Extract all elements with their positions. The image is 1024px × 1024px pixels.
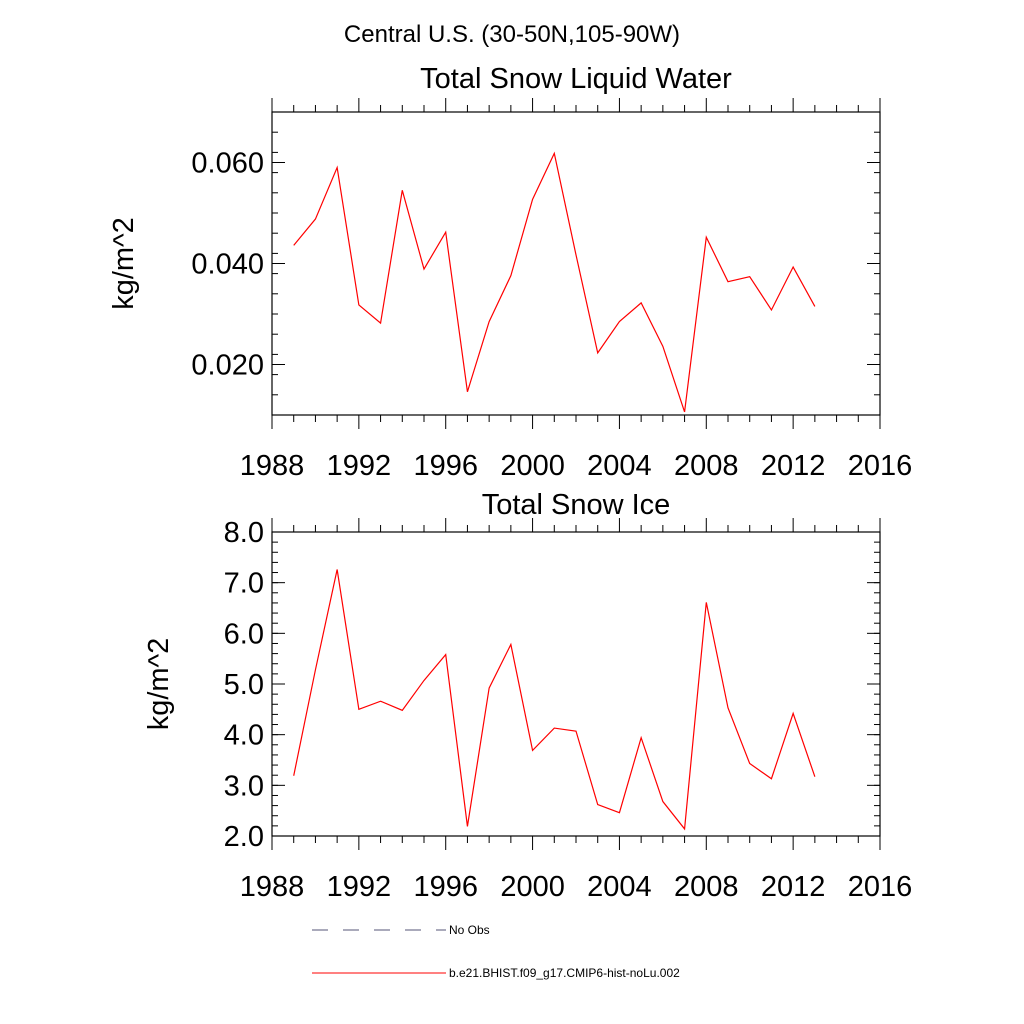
data-point: [640, 301, 643, 304]
data-point: [813, 775, 816, 778]
data-point: [553, 152, 556, 155]
y-tick-label: 8.0: [224, 517, 264, 549]
plot-frame: [271, 111, 881, 416]
data-point: [748, 275, 751, 278]
data-point: [618, 811, 621, 814]
x-tick-label: 2012: [761, 450, 826, 482]
data-point: [596, 351, 599, 354]
data-point: [640, 736, 643, 739]
data-point: [531, 749, 534, 752]
data-point: [509, 643, 512, 646]
data-point: [401, 189, 404, 192]
data-point: [770, 308, 773, 311]
data-point: [575, 253, 578, 256]
data-point: [357, 708, 360, 711]
y-tick-label: 6.0: [224, 618, 264, 650]
data-point: [770, 777, 773, 780]
series-line: [293, 569, 816, 831]
data-point: [661, 345, 664, 348]
x-tick-label: 2004: [587, 871, 652, 903]
data-point: [336, 568, 339, 571]
data-point: [488, 320, 491, 323]
data-point: [423, 268, 426, 271]
x-tick-label: 1988: [240, 871, 305, 903]
data-point: [379, 700, 382, 703]
x-tick-label: 2008: [674, 871, 739, 903]
x-tick-label: 2016: [848, 871, 913, 903]
x-tick-label: 2000: [500, 871, 565, 903]
x-tick-label: 2004: [587, 450, 652, 482]
y-axis-label: kg/m^2: [108, 217, 140, 310]
data-point: [683, 410, 686, 413]
data-point: [618, 320, 621, 323]
panel-snow-ice: Total Snow Ice 1988 1992 1996 2000 2004 2008 20…: [143, 489, 912, 903]
x-tick-label: 1996: [413, 450, 478, 482]
data-point: [792, 712, 795, 715]
data-point: [596, 803, 599, 806]
data-point: [661, 800, 664, 803]
data-point: [705, 601, 708, 604]
y-tick-label: 0.020: [191, 350, 264, 382]
chart-title: Total Snow Ice: [482, 489, 671, 521]
data-point: [553, 727, 556, 730]
data-point: [792, 266, 795, 269]
data-point: [575, 730, 578, 733]
x-tick-label: 2008: [674, 450, 739, 482]
y-tick-label: 4.0: [224, 720, 264, 752]
x-tick-label: 1992: [327, 450, 392, 482]
data-point: [727, 280, 730, 283]
y-tick-label: 7.0: [224, 568, 264, 600]
series-line: [293, 151, 816, 413]
y-tick-label: 2.0: [224, 821, 264, 853]
data-point: [509, 274, 512, 277]
data-point: [401, 709, 404, 712]
data-point: [336, 166, 339, 169]
legend-label-model: b.e21.BHIST.f09_g17.CMIP6-hist-noLu.002: [449, 966, 680, 980]
data-point: [292, 244, 295, 247]
y-axis-label: kg/m^2: [143, 638, 175, 731]
x-tick-label: 2000: [500, 450, 565, 482]
y-tick-label: 3.0: [224, 770, 264, 802]
y-tick-label: 5.0: [224, 669, 264, 701]
data-point: [466, 825, 469, 828]
x-tick-label: 1992: [327, 871, 392, 903]
data-point: [444, 231, 447, 234]
plot-frame: [271, 531, 881, 837]
panel-liquid-water: Total Snow Liquid Water 1988 1992 1996 2000 2…: [108, 63, 912, 482]
data-point: [488, 687, 491, 690]
data-point: [531, 198, 534, 201]
data-point: [683, 827, 686, 830]
data-point: [423, 679, 426, 682]
data-point: [314, 668, 317, 671]
legend-label-no-obs: No Obs: [449, 923, 490, 937]
data-point: [444, 653, 447, 656]
chart-title: Total Snow Liquid Water: [420, 63, 732, 95]
data-point: [379, 322, 382, 325]
data-point: [357, 303, 360, 306]
data-point: [705, 236, 708, 239]
data-point: [314, 218, 317, 221]
data-point: [292, 774, 295, 777]
x-tick-label: 2012: [761, 871, 826, 903]
main-title: Central U.S. (30-50N,105-90W): [344, 21, 680, 48]
data-point: [466, 390, 469, 393]
y-tick-label: 0.060: [191, 148, 264, 180]
x-tick-label: 2016: [848, 450, 913, 482]
data-point: [813, 305, 816, 308]
y-tick-label: 0.040: [191, 249, 264, 281]
data-point: [727, 706, 730, 709]
x-tick-label: 1988: [240, 450, 305, 482]
legend: No Obs b.e21.BHIST.f09_g17.CMIP6-hist-no…: [312, 923, 680, 980]
data-point: [748, 762, 751, 765]
x-tick-label: 1996: [413, 871, 478, 903]
